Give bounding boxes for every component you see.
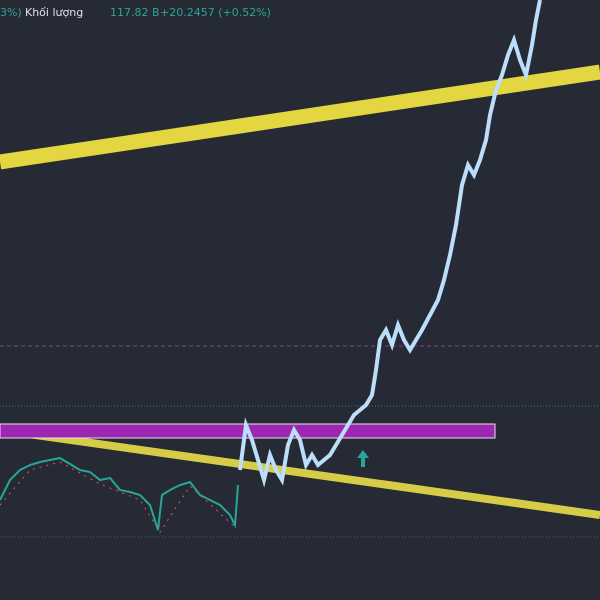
trendline-lower [0,426,600,519]
price-early [0,456,239,531]
volume-value: 117.82 B [110,6,160,19]
price-rally [238,0,542,488]
trendline-upper [0,64,600,170]
change: +20.2457 (+0.52%) [160,6,271,19]
prev-change: 3%) [0,6,22,19]
volume-label: Khối lượng [25,6,83,19]
up-arrow [357,450,369,467]
